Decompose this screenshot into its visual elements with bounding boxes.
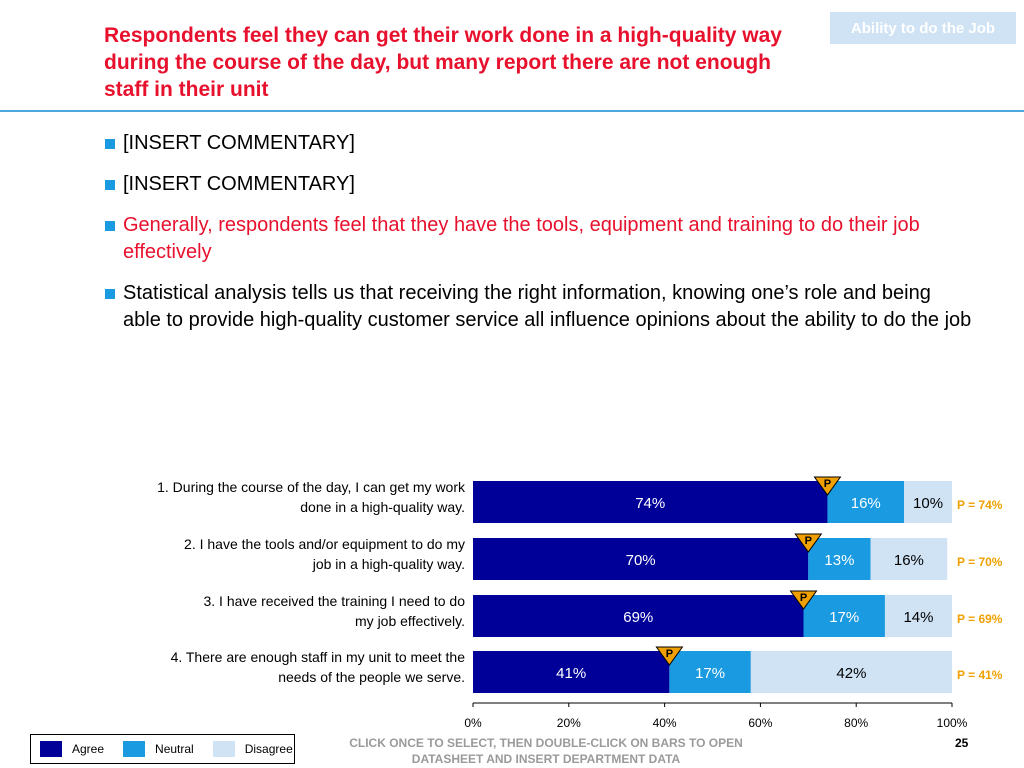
data-label: 17%	[829, 609, 859, 626]
p-marker-label: P	[824, 478, 831, 490]
category-label: needs of the people we serve.	[278, 669, 465, 685]
slide-title: Respondents feel they can get their work…	[104, 24, 782, 101]
bullet-square-icon	[105, 139, 115, 149]
bullet-item: Statistical analysis tells us that recei…	[104, 280, 974, 334]
p-marker-icon	[813, 476, 842, 496]
data-label: 42%	[836, 665, 866, 682]
legend-label: Agree	[72, 742, 105, 756]
data-label: 13%	[824, 552, 854, 569]
bar-segment-neutral[interactable]	[808, 538, 871, 580]
bar-segment-disagree[interactable]	[884, 595, 952, 637]
legend-swatch	[40, 741, 62, 757]
p-marker-label: P	[666, 648, 673, 660]
data-label: 16%	[894, 552, 924, 569]
bullet-item: [INSERT COMMENTARY]	[104, 130, 974, 157]
category-label: my job effectively.	[355, 613, 465, 629]
bar-segment-neutral[interactable]	[827, 481, 905, 523]
bar-segment-agree[interactable]	[473, 481, 828, 523]
section-tag: Ability to do the Job	[830, 12, 1016, 44]
p-marker-icon	[794, 533, 823, 553]
category-label: job in a high-quality way.	[312, 556, 465, 572]
x-tick-label: 20%	[557, 716, 581, 730]
category-label: 2. I have the tools and/or equipment to …	[184, 536, 465, 552]
category-label: done in a high-quality way.	[300, 499, 465, 515]
bar-segment-neutral[interactable]	[669, 651, 751, 693]
p-value-label: P = 70%	[957, 555, 1003, 569]
data-label: 74%	[635, 495, 665, 512]
bar-segment-disagree[interactable]	[870, 538, 948, 580]
category-label: 3. I have received the training I need t…	[203, 593, 465, 609]
data-label: 70%	[626, 552, 656, 569]
bar-segment-disagree[interactable]	[904, 481, 952, 523]
legend-label: Disagree	[244, 742, 293, 756]
legend-swatch	[123, 741, 146, 757]
bullet-text: Statistical analysis tells us that recei…	[123, 282, 972, 331]
legend-item: Disagree	[212, 741, 303, 757]
category-label: 4. There are enough staff in my unit to …	[171, 649, 466, 665]
legend-item: Neutral	[123, 741, 204, 757]
p-value-label: P = 41%	[957, 668, 1003, 682]
data-label: 16%	[851, 495, 881, 512]
instruction-note: CLICK ONCE TO SELECT, THEN DOUBLE-CLICK …	[349, 736, 743, 766]
x-tick-label: 40%	[653, 716, 677, 730]
legend-item: Agree	[40, 741, 114, 757]
commentary-list: [INSERT COMMENTARY] [INSERT COMMENTARY] Ge…	[104, 130, 974, 348]
bullet-item: [INSERT COMMENTARY]	[104, 171, 974, 198]
legend-label: Neutral	[155, 742, 194, 756]
category-label: 1. During the course of the day, I can g…	[157, 479, 466, 495]
data-label: 41%	[556, 665, 586, 682]
p-marker-label: P	[800, 592, 807, 604]
bar-segment-agree[interactable]	[473, 651, 670, 693]
x-tick-label: 0%	[464, 716, 482, 730]
bullet-text: [INSERT COMMENTARY]	[123, 173, 355, 195]
data-label: 10%	[913, 495, 943, 512]
p-marker-icon	[789, 590, 818, 610]
bullet-square-icon	[105, 180, 115, 190]
bullet-text: [INSERT COMMENTARY]	[123, 132, 355, 154]
bullet-square-icon	[105, 221, 115, 231]
x-tick-label: 60%	[748, 716, 772, 730]
chart-legend: Agree Neutral Disagree	[30, 734, 295, 764]
data-label: 69%	[623, 609, 653, 626]
bullet-item: Generally, respondents feel that they ha…	[104, 212, 974, 266]
bar-segment-neutral[interactable]	[803, 595, 885, 637]
p-marker-icon	[655, 646, 684, 666]
bullet-square-icon	[105, 289, 115, 299]
x-tick-label: 100%	[937, 716, 968, 730]
bar-segment-disagree[interactable]	[750, 651, 952, 693]
bar-segment-agree[interactable]	[473, 595, 804, 637]
p-value-label: P = 74%	[957, 498, 1003, 512]
legend-swatch	[212, 741, 235, 757]
bullet-text: Generally, respondents feel that they ha…	[123, 214, 920, 263]
page-number: 25	[955, 736, 969, 750]
x-tick-label: 80%	[844, 716, 868, 730]
data-label: 17%	[695, 665, 725, 682]
data-label: 14%	[903, 609, 933, 626]
title-divider	[0, 110, 1024, 112]
bar-segment-agree[interactable]	[473, 538, 809, 580]
p-marker-label: P	[805, 535, 812, 547]
p-value-label: P = 69%	[957, 612, 1003, 626]
